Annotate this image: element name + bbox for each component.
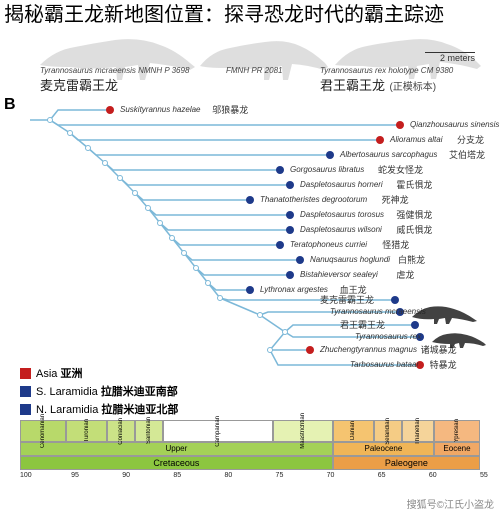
svg-text:麦克雷霸王龙: 麦克雷霸王龙: [320, 294, 374, 305]
svg-text:虐龙: 虐龙: [396, 269, 414, 280]
svg-text:Thanatotheristes degrootorum: Thanatotheristes degrootorum: [260, 195, 368, 204]
svg-text:Teratophoneus curriei: Teratophoneus curriei: [290, 240, 367, 249]
sil-cn-1: 麦克雷霸王龙: [40, 75, 189, 94]
phylogeny-tree: Suskityrannus hazelae 邬狼暴龙 Qianzhousaurus …: [0, 100, 500, 380]
svg-text:Daspletosaurus wilsoni: Daspletosaurus wilsoni: [300, 225, 382, 234]
svg-text:Suskityrannus hazelae: Suskityrannus hazelae: [120, 105, 201, 114]
svg-text:君王霸王龙: 君王霸王龙: [340, 319, 385, 330]
sil-sci-2: FMNH PR 2081: [226, 66, 282, 75]
legend: Asia 亚洲S. Laramidia 拉腊米迪亚南部N. Laramidia …: [20, 365, 178, 419]
sil-cn-3: 君王霸王龙: [320, 78, 385, 93]
svg-text:艾伯塔龙: 艾伯塔龙: [449, 149, 485, 160]
sil-sci-1: Tyrannosaurus mcraeensis NMNH P 3698: [40, 66, 189, 75]
watermark: 搜狐号©江氏小盗龙: [407, 496, 494, 511]
svg-text:蛇发女怪龙: 蛇发女怪龙: [378, 164, 423, 175]
svg-text:邬狼暴龙: 邬狼暴龙: [212, 104, 248, 115]
svg-text:Nanuqsaurus hoglundi: Nanuqsaurus hoglundi: [310, 255, 390, 264]
svg-text:Lythronax argestes: Lythronax argestes: [260, 285, 328, 294]
legend-item: S. Laramidia 拉腊米迪亚南部: [20, 383, 178, 399]
svg-text:威氏惧龙: 威氏惧龙: [396, 224, 432, 235]
svg-text:Daspletosaurus torosus: Daspletosaurus torosus: [300, 210, 384, 219]
svg-text:怪猎龙: 怪猎龙: [382, 239, 409, 250]
svg-text:Albertosaurus sarcophagus: Albertosaurus sarcophagus: [339, 150, 437, 159]
page-title: 揭秘霸王龙新地图位置：探寻恐龙时代的霸主踪迹: [4, 2, 494, 28]
svg-text:Tarbosaurus bataar: Tarbosaurus bataar: [350, 360, 419, 369]
svg-text:Bistahieversor sealeyi: Bistahieversor sealeyi: [300, 270, 378, 279]
tip-silhouette-2: [432, 325, 490, 354]
svg-text:分支龙: 分支龙: [457, 134, 484, 145]
svg-text:强健惧龙: 强健惧龙: [396, 209, 432, 220]
sil-sci-3: Tyrannosaurus rex holotype CM 9380: [320, 66, 453, 75]
svg-text:Alioramus altai: Alioramus altai: [389, 135, 443, 144]
svg-text:白熊龙: 白熊龙: [398, 254, 425, 265]
svg-text:霍氏惧龙: 霍氏惧龙: [396, 179, 432, 190]
scale-bar: 2 meters: [425, 52, 475, 63]
svg-text:血王龙: 血王龙: [340, 284, 367, 295]
svg-text:Daspletosaurus horneri: Daspletosaurus horneri: [300, 180, 383, 189]
svg-text:死神龙: 死神龙: [382, 194, 409, 205]
geological-timeline: CenomanianTuronianConiacianSantonianCamp…: [20, 420, 480, 490]
svg-text:Zhuchengtyrannus magnus: Zhuchengtyrannus magnus: [319, 345, 417, 354]
legend-item: Asia 亚洲: [20, 365, 178, 381]
svg-text:Qianzhousaurus sinensis: Qianzhousaurus sinensis: [410, 120, 499, 129]
sil-suffix-3: (正模标本): [389, 82, 436, 93]
svg-text:特暴龙: 特暴龙: [430, 359, 457, 370]
svg-text:Gorgosaurus libratus: Gorgosaurus libratus: [290, 165, 364, 174]
svg-text:Tyrannosaurus rex: Tyrannosaurus rex: [355, 332, 422, 341]
